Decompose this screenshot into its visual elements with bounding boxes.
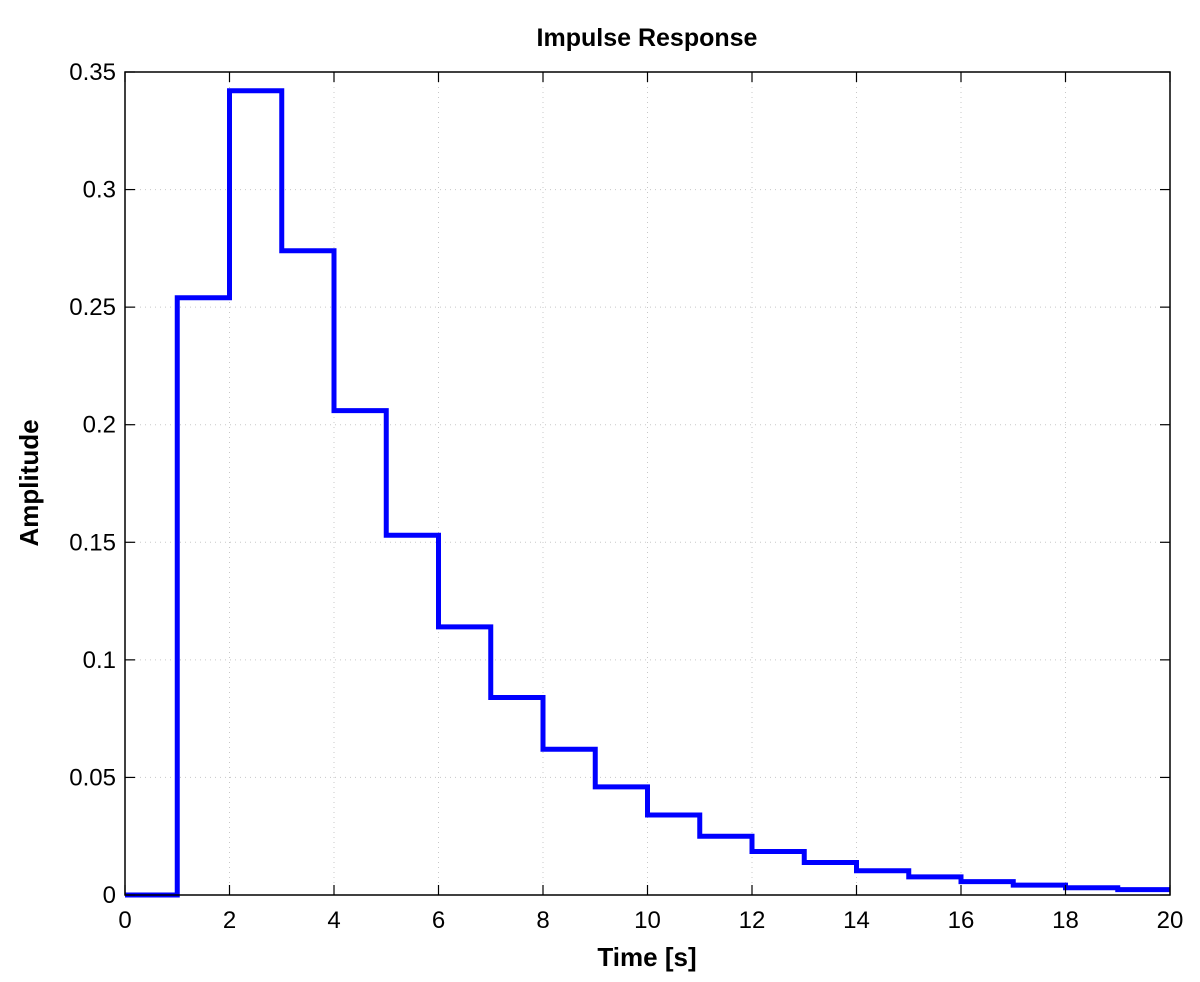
x-tick-label: 6	[432, 907, 445, 934]
x-tick-label: 18	[1052, 907, 1079, 934]
y-tick-label: 0.05	[69, 764, 116, 791]
x-tick-label: 16	[948, 907, 975, 934]
y-tick-label: 0.15	[69, 529, 116, 556]
y-tick-labels: 0 0.05 0.1 0.15 0.2 0.25 0.3 0.35	[69, 59, 116, 909]
x-tick-label: 20	[1157, 907, 1184, 934]
y-axis-label: Amplitude	[14, 419, 44, 546]
series-layer	[125, 88, 1170, 898]
x-tick-label: 14	[843, 907, 870, 934]
grid	[125, 72, 1170, 895]
y-tick-label: 0.1	[83, 647, 116, 674]
x-tick-label: 2	[223, 907, 236, 934]
x-axis-label: Time [s]	[597, 942, 696, 972]
chart-title: Impulse Response	[537, 24, 758, 52]
x-tick-label: 12	[739, 907, 766, 934]
x-tick-label: 8	[536, 907, 549, 934]
x-tick-label: 4	[327, 907, 340, 934]
x-tick-labels: 0 2 4 6 8 10 12 14 16 18 20	[118, 907, 1183, 934]
y-tick-label: 0.35	[69, 59, 116, 86]
y-tick-label: 0	[103, 882, 116, 909]
x-tick-label: 0	[118, 907, 131, 934]
impulse-response-line	[125, 88, 1170, 898]
y-tick-label: 0.2	[83, 412, 116, 439]
y-tick-label: 0.25	[69, 294, 116, 321]
y-tick-label: 0.3	[83, 177, 116, 204]
ticks	[124, 71, 1171, 896]
x-tick-label: 10	[634, 907, 661, 934]
